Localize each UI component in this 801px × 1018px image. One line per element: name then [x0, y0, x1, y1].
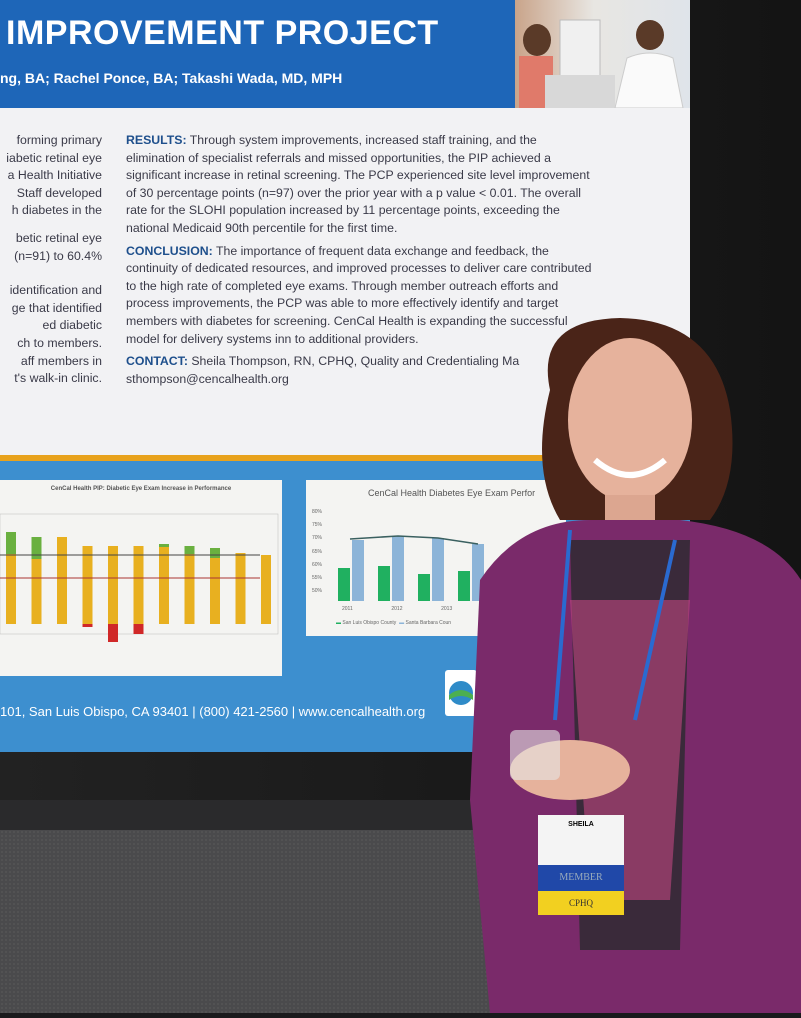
results-text: Through system improvements, increased s…: [126, 133, 590, 235]
poster-left-column: forming primary iabetic retinal eye a He…: [0, 132, 102, 388]
conclusion-section: CONCLUSION: The importance of frequent d…: [126, 243, 596, 349]
contact-label: CONTACT:: [126, 354, 188, 369]
chart-bar: [133, 546, 144, 624]
chart-bar: [31, 537, 42, 559]
eye-exam-photo: [515, 0, 690, 109]
chart-bar: [261, 555, 271, 624]
chart-bar: [6, 532, 16, 554]
results-section: RESULTS: Through system improvements, in…: [126, 132, 596, 238]
cencal-logo: [445, 670, 477, 716]
y-tick: 75%: [312, 522, 323, 529]
chart-bar: [82, 546, 93, 624]
y-tick: 80%: [312, 509, 323, 515]
text-line: Staff developed: [16, 185, 102, 200]
text-line: t's walk-in clinic.: [14, 371, 102, 386]
text-line: ch to members.: [17, 335, 102, 350]
results-label: RESULTS:: [126, 133, 187, 147]
woman-presenter: SHEILA MEMBER CPHQ: [440, 300, 801, 1013]
x-tick: 2011: [342, 606, 353, 612]
chart-bar: [235, 553, 246, 624]
name-badge: SHEILA MEMBER CPHQ: [538, 815, 624, 917]
chart-bar: [108, 546, 118, 624]
chart-bar: [82, 624, 93, 627]
text-line: identification and: [9, 283, 102, 298]
y-tick: 65%: [312, 548, 323, 555]
poster-header: IMPROVEMENT PROJECT ng, BA; Rachel Ponce…: [0, 0, 515, 108]
chart-bar: [159, 544, 169, 547]
text-line: forming primary: [16, 133, 102, 147]
chart-title: CenCal Health Diabetes Eye Exam Perfor: [368, 488, 536, 498]
poster-footer: 101, San Luis Obispo, CA 93401 | (800) 4…: [0, 704, 426, 719]
y-tick: 70%: [312, 535, 323, 542]
y-tick: 50%: [312, 588, 323, 595]
cphq-ribbon: CPHQ: [538, 891, 624, 915]
text-line: a Health Initiative: [7, 168, 102, 183]
chart-bar: [159, 544, 169, 624]
chart-bar: [210, 548, 220, 624]
poster-authors: ng, BA; Rachel Ponce, BA; Takashi Wada, …: [0, 70, 343, 86]
chart-bar: [57, 537, 67, 624]
poster-board-base: [0, 800, 560, 830]
x-tick: 2013: [441, 606, 453, 612]
text-line: betic retinal eye: [15, 230, 102, 245]
x-tick: 2012: [391, 606, 403, 612]
legend-entry: Santa Barbara Coun: [405, 620, 452, 626]
text-line: iabetic retinal eye: [6, 150, 102, 165]
chart-title: CenCal Health PIP: Diabetic Eye Exam Inc…: [50, 486, 232, 492]
legend-entry: San Luis Obispo County: [342, 620, 397, 626]
y-tick: 60%: [312, 561, 323, 568]
chart-bar: [210, 548, 220, 558]
divider-stripe: [0, 455, 690, 461]
chart-bar: [133, 624, 144, 634]
y-tick: 55%: [312, 575, 323, 582]
badge-name: SHEILA: [538, 815, 624, 865]
chart-bar: [184, 546, 195, 554]
contact-email: sthompson@cencalhealth.org: [126, 371, 289, 386]
text-line: (n=91) to 60.4%: [14, 248, 102, 263]
conclusion-text: The importance of frequent data exchange…: [126, 243, 592, 346]
poster-title: IMPROVEMENT PROJECT: [6, 14, 439, 52]
poster-right-column: RESULTS: Through system improvements, in…: [126, 132, 596, 393]
text-line: h diabetes in the: [11, 203, 102, 218]
contact-text: Sheila Thompson, RN, CPHQ, Quality and C…: [191, 354, 520, 369]
chart-bar: [108, 624, 118, 642]
text-line: ed diabetic: [42, 318, 102, 333]
pip-bar-chart: CenCal Health PIP: Diabetic Eye Exam Inc…: [0, 480, 282, 676]
text-line: ge that identified: [11, 300, 102, 315]
chart-bar: [184, 546, 195, 624]
member-ribbon: MEMBER: [538, 865, 624, 891]
text-line: aff members in: [20, 353, 102, 368]
chart-bar: [31, 537, 42, 624]
contact-section: CONTACT: Sheila Thompson, RN, CPHQ, Qual…: [126, 353, 596, 388]
conclusion-label: CONCLUSION:: [126, 243, 213, 258]
